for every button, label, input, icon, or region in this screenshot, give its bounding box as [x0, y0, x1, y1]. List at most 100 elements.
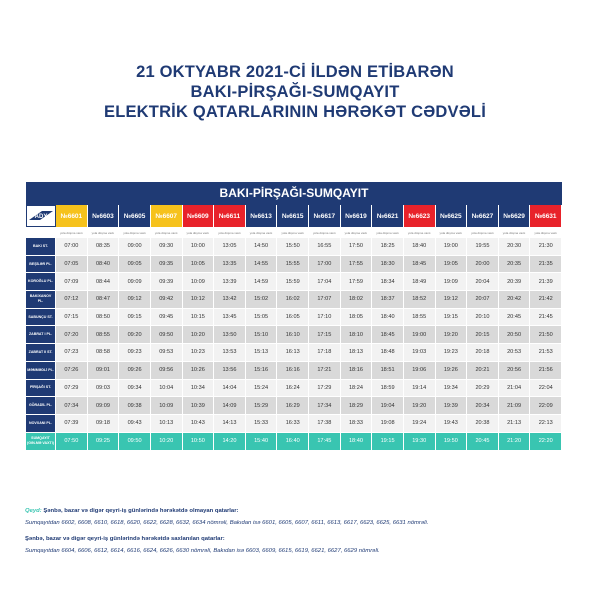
time-cell: 18:30 [372, 255, 404, 274]
note-line-1: Qeyd: Şənbə, bazar və digər qeyri-iş gün… [25, 508, 238, 514]
time-cell: 09:38 [119, 397, 151, 415]
time-cell: 09:05 [119, 255, 151, 274]
time-cell: 08:35 [87, 238, 120, 256]
time-cell: 20:29 [467, 379, 499, 398]
time-cell: 10:13 [150, 414, 183, 433]
time-cell: 13:56 [214, 361, 246, 380]
train-number-header: №6629 [498, 205, 531, 227]
time-cell: 17:10 [309, 308, 341, 327]
page-title: 21 OKTYABR 2021-Cİ İLDƏN ETİBARƏN BAKI-P… [0, 62, 590, 122]
time-cell: 09:50 [119, 432, 151, 450]
time-cell: 21:39 [530, 273, 562, 292]
time-cell: 18:48 [372, 344, 404, 362]
time-cell: 18:33 [340, 414, 373, 433]
time-cell: 10:09 [150, 397, 183, 415]
train-number-header: №6619 [340, 205, 373, 227]
departure-time-subheader: yola düşmə vaxtı [214, 227, 246, 238]
time-cell: 09:18 [87, 414, 120, 433]
title-line-2: BAKI-PİRŞAĞI-SUMQAYIT [190, 83, 400, 101]
time-cell: 07:00 [56, 238, 88, 256]
time-cell: 20:15 [467, 326, 499, 345]
note-heading-2: Şənbə, bazar və digər qeyri-iş günlərind… [25, 536, 225, 542]
time-cell: 19:55 [467, 238, 499, 256]
time-cell: 09:12 [119, 291, 151, 309]
time-cell: 09:30 [150, 238, 183, 256]
departure-time-subheader: yola düşmə vaxtı [277, 227, 309, 238]
departure-time-subheader: yola düşmə vaxtı [372, 227, 404, 238]
time-cell: 21:53 [530, 344, 562, 362]
departure-time-subheader: yola düşmə vaxtı [87, 227, 120, 238]
time-cell: 15:16 [245, 361, 278, 380]
time-cell: 09:42 [150, 291, 183, 309]
time-cell: 19:50 [435, 432, 468, 450]
note-label: Qeyd: [25, 508, 42, 514]
time-cell: 19:04 [372, 397, 404, 415]
station-name: SUMQAYIT (GƏLMƏ VAXTI) [26, 432, 56, 450]
time-cell: 20:53 [498, 344, 531, 362]
time-cell: 15:33 [245, 414, 278, 433]
time-cell: 21:45 [530, 308, 562, 327]
station-name: KOROĞLU PL. [26, 273, 56, 292]
time-cell: 20:39 [498, 273, 531, 292]
ady-logo-icon: ADY [29, 211, 53, 220]
time-cell: 16:33 [277, 414, 309, 433]
time-cell: 09:25 [87, 432, 120, 450]
station-name: BEŞİLƏR PL. [26, 255, 56, 274]
time-cell: 09:34 [119, 379, 151, 398]
time-cell: 09:00 [119, 238, 151, 256]
subheader-row: yola düşmə vaxtı yola düşmə vaxtı yola düş… [26, 227, 562, 238]
time-cell: 09:26 [119, 361, 151, 380]
station-name: MƏMMƏDLİ PL. [26, 361, 56, 380]
time-cell: 07:29 [56, 379, 88, 398]
departure-time-subheader: yola düşmə vaxtı [182, 227, 215, 238]
time-cell: 19:30 [403, 432, 436, 450]
station-name: NOVXANI PL. [26, 414, 56, 433]
time-cell: 19:15 [435, 308, 468, 327]
schedule-table: BAKI-PİRŞAĞI-SUMQAYIT ADY №6601 №6603 №660… [26, 182, 562, 450]
time-cell: 13:50 [214, 326, 246, 345]
time-cell: 13:45 [214, 308, 246, 327]
time-cell: 18:24 [340, 379, 373, 398]
time-cell: 09:43 [119, 414, 151, 433]
time-cell: 21:20 [498, 432, 531, 450]
station-name: ZABRAT I PL. [26, 326, 56, 345]
table-row: BEŞİLƏR PL. 07:05 08:40 09:05 09:35 10:05 13:3… [26, 255, 562, 274]
title-line-3: ELEKTRİK QATARLARININ HƏRƏKƏT CƏDVƏLİ [103, 103, 486, 121]
time-cell: 09:39 [150, 273, 183, 292]
train-number-header: №6625 [435, 205, 468, 227]
ady-logo: ADY [26, 205, 56, 227]
time-cell: 19:39 [435, 397, 468, 415]
time-cell: 08:55 [87, 326, 120, 345]
time-cell: 18:45 [372, 326, 404, 345]
time-cell: 07:26 [56, 361, 88, 380]
station-name: PİRŞAĞI ST. [26, 379, 56, 398]
time-cell: 09:35 [150, 255, 183, 274]
time-cell: 07:23 [56, 344, 88, 362]
time-cell: 20:50 [498, 326, 531, 345]
time-cell: 17:59 [340, 273, 373, 292]
time-cell: 17:07 [309, 291, 341, 309]
time-cell: 16:10 [277, 326, 309, 345]
time-cell: 10:15 [182, 308, 215, 327]
time-cell: 19:00 [435, 238, 468, 256]
time-cell: 20:30 [498, 238, 531, 256]
train-number-header: №6601 [56, 205, 88, 227]
time-cell: 10:39 [182, 397, 215, 415]
departure-time-subheader: yola düşmə vaxtı [309, 227, 341, 238]
time-cell: 18:16 [340, 361, 373, 380]
time-cell: 19:24 [403, 414, 436, 433]
time-cell: 19:05 [435, 255, 468, 274]
time-cell: 22:04 [530, 379, 562, 398]
time-cell: 19:00 [403, 326, 436, 345]
time-cell: 17:55 [340, 255, 373, 274]
train-number-header: №6603 [87, 205, 120, 227]
time-cell: 20:10 [467, 308, 499, 327]
time-cell: 19:34 [435, 379, 468, 398]
table-row: SABUNÇU ST. 07:15 08:50 09:15 09:45 10:15 13:4… [26, 308, 562, 327]
time-cell: 18:40 [372, 308, 404, 327]
time-cell: 18:45 [403, 255, 436, 274]
table-row: BAKI ST. 07:00 08:35 09:00 09:30 10:00 13:05 14… [26, 238, 562, 256]
table-row: MƏMMƏDLİ PL. 07:26 09:01 09:26 09:56 10:26 13:… [26, 361, 562, 380]
time-cell: 20:21 [467, 361, 499, 380]
time-cell: 21:30 [530, 238, 562, 256]
